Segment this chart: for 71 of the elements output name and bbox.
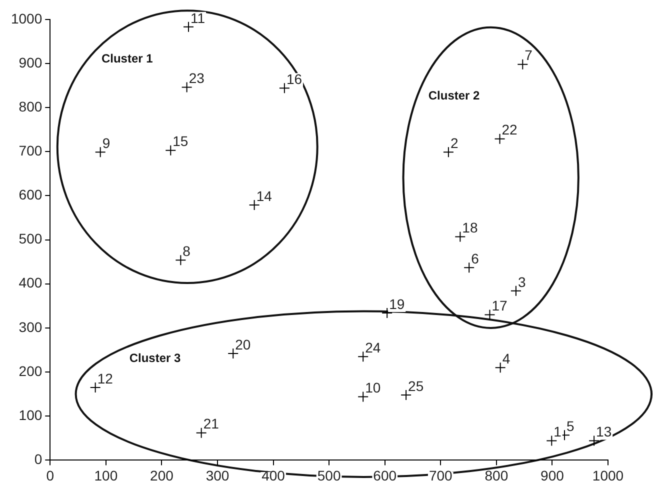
point bbox=[94, 146, 106, 158]
x-tick-label: 400 bbox=[262, 467, 286, 484]
annotation: 24 bbox=[365, 339, 381, 356]
annotation: 10 bbox=[365, 380, 381, 396]
annotation: Cluster 2 bbox=[428, 88, 480, 102]
annotation: 21 bbox=[203, 416, 220, 432]
annotation: 12 bbox=[97, 370, 114, 386]
point bbox=[358, 351, 369, 362]
y-tick-label: 700 bbox=[18, 142, 42, 158]
annotation: 16 bbox=[286, 71, 302, 88]
annotation: 2 bbox=[450, 134, 458, 151]
x-tick-label: 0 bbox=[46, 467, 54, 484]
point bbox=[228, 348, 239, 360]
point bbox=[196, 427, 207, 438]
annotation: 19 bbox=[389, 296, 405, 312]
y-tick-label: 800 bbox=[18, 98, 42, 114]
x-tick-label: 300 bbox=[206, 467, 230, 484]
y-tick-label: 0 bbox=[34, 451, 42, 468]
y-tick-label: 300 bbox=[18, 318, 42, 335]
point bbox=[165, 144, 176, 156]
annotation: 3 bbox=[518, 274, 526, 290]
point bbox=[464, 262, 475, 274]
point bbox=[484, 309, 496, 320]
annotation: 11 bbox=[190, 10, 206, 26]
annotation: 9 bbox=[102, 134, 110, 151]
annotation: 14 bbox=[256, 188, 272, 204]
annotation: 4 bbox=[502, 350, 510, 366]
x-tick-label: 700 bbox=[428, 467, 453, 484]
annotation: 6 bbox=[471, 250, 480, 266]
annotation: 22 bbox=[502, 122, 518, 138]
point bbox=[442, 146, 454, 158]
annotation: 7 bbox=[524, 47, 533, 64]
x-tick-label: 600 bbox=[373, 467, 397, 484]
y-tick-label: 100 bbox=[18, 406, 42, 423]
point bbox=[278, 82, 290, 94]
x-tick-label: 1000 bbox=[592, 467, 624, 484]
annotation: 18 bbox=[462, 220, 478, 236]
annotation: 15 bbox=[172, 133, 188, 150]
point bbox=[454, 231, 466, 242]
annotation: 23 bbox=[188, 70, 205, 86]
point bbox=[90, 382, 101, 393]
annotation: 1 bbox=[554, 424, 562, 440]
annotation: 5 bbox=[566, 418, 574, 434]
annotation: 13 bbox=[596, 424, 612, 440]
annotation: Cluster 1 bbox=[101, 51, 154, 66]
y-tick-label: 200 bbox=[18, 362, 42, 379]
x-tick-label: 800 bbox=[484, 467, 508, 484]
x-tick-label: 900 bbox=[540, 467, 564, 484]
y-tick-label: 400 bbox=[18, 274, 42, 291]
y-tick-label: 600 bbox=[18, 186, 42, 203]
point bbox=[248, 199, 260, 210]
annotation: 17 bbox=[492, 298, 508, 314]
annotation: 25 bbox=[408, 378, 424, 394]
annotation: 20 bbox=[235, 336, 251, 352]
y-tick-label: 500 bbox=[18, 230, 42, 247]
y-tick-label: 1000 bbox=[10, 10, 42, 26]
annotation: 8 bbox=[182, 242, 191, 259]
point bbox=[494, 362, 506, 374]
point bbox=[181, 82, 192, 93]
x-tick-label: 200 bbox=[150, 467, 174, 484]
point bbox=[546, 435, 558, 446]
y-tick-label: 900 bbox=[18, 54, 42, 70]
x-tick-label: 500 bbox=[317, 467, 341, 484]
point bbox=[358, 391, 369, 402]
point bbox=[517, 58, 528, 70]
point bbox=[588, 435, 600, 446]
point bbox=[494, 133, 506, 144]
annotation: Cluster 3 bbox=[129, 351, 182, 366]
x-tick-label: 100 bbox=[94, 467, 118, 484]
point bbox=[182, 21, 194, 32]
point bbox=[175, 254, 186, 266]
